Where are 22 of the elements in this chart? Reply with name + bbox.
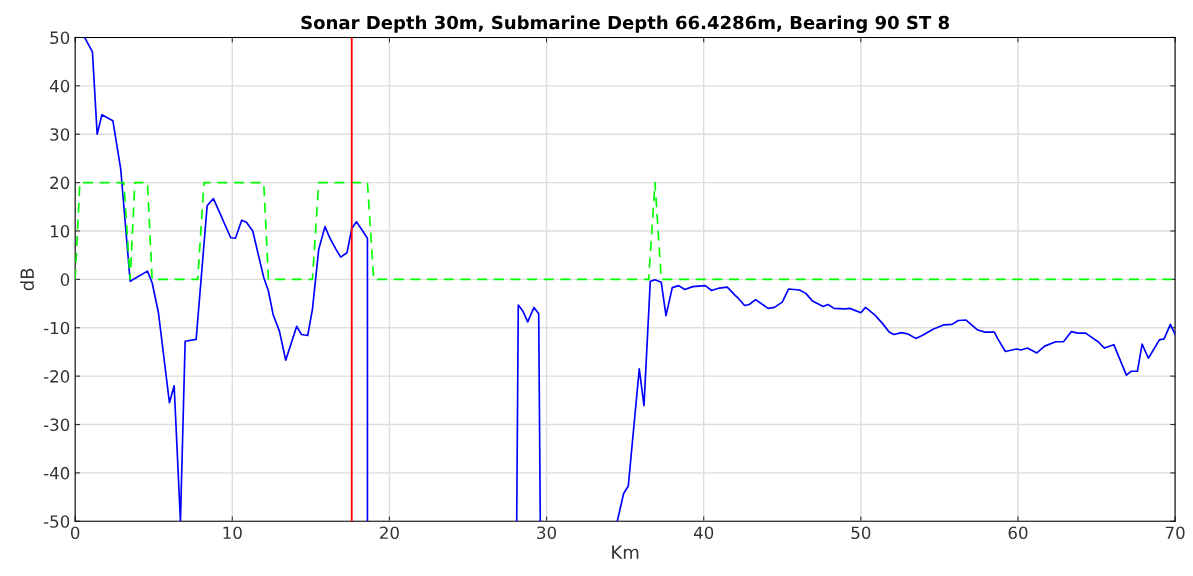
y-tick-label: -50 [43, 515, 70, 528]
x-tick-label: 20 [380, 526, 399, 540]
y-tick-label: 20 [50, 176, 70, 190]
x-tick-label: 70 [1165, 526, 1185, 540]
y-tick-label: -20 [43, 370, 70, 383]
x-tick-label: 30 [537, 526, 557, 540]
y-tick-label: 10 [50, 224, 70, 238]
y-tick-label: -30 [43, 418, 70, 432]
x-tick-label: 40 [693, 526, 714, 540]
y-tick-label: 0 [60, 273, 70, 286]
y-tick-label: 30 [50, 128, 70, 141]
y-axis-title: dB [20, 268, 35, 291]
y-tick-label: 50 [50, 31, 70, 45]
chart-title: Sonar Depth 30m, Submarine Depth 66.4286m, Bearing 90 ST 8 [301, 15, 949, 33]
y-tick-label: -10 [43, 321, 70, 335]
x-tick-label: 10 [223, 526, 242, 540]
x-tick-label: 50 [851, 526, 871, 540]
y-tick-label: 40 [49, 79, 70, 93]
x-axis-title: Km [612, 545, 639, 559]
x-tick-label: 60 [1008, 526, 1028, 540]
y-tick-label: -40 [43, 466, 70, 480]
x-tick-label: 0 [70, 526, 80, 540]
